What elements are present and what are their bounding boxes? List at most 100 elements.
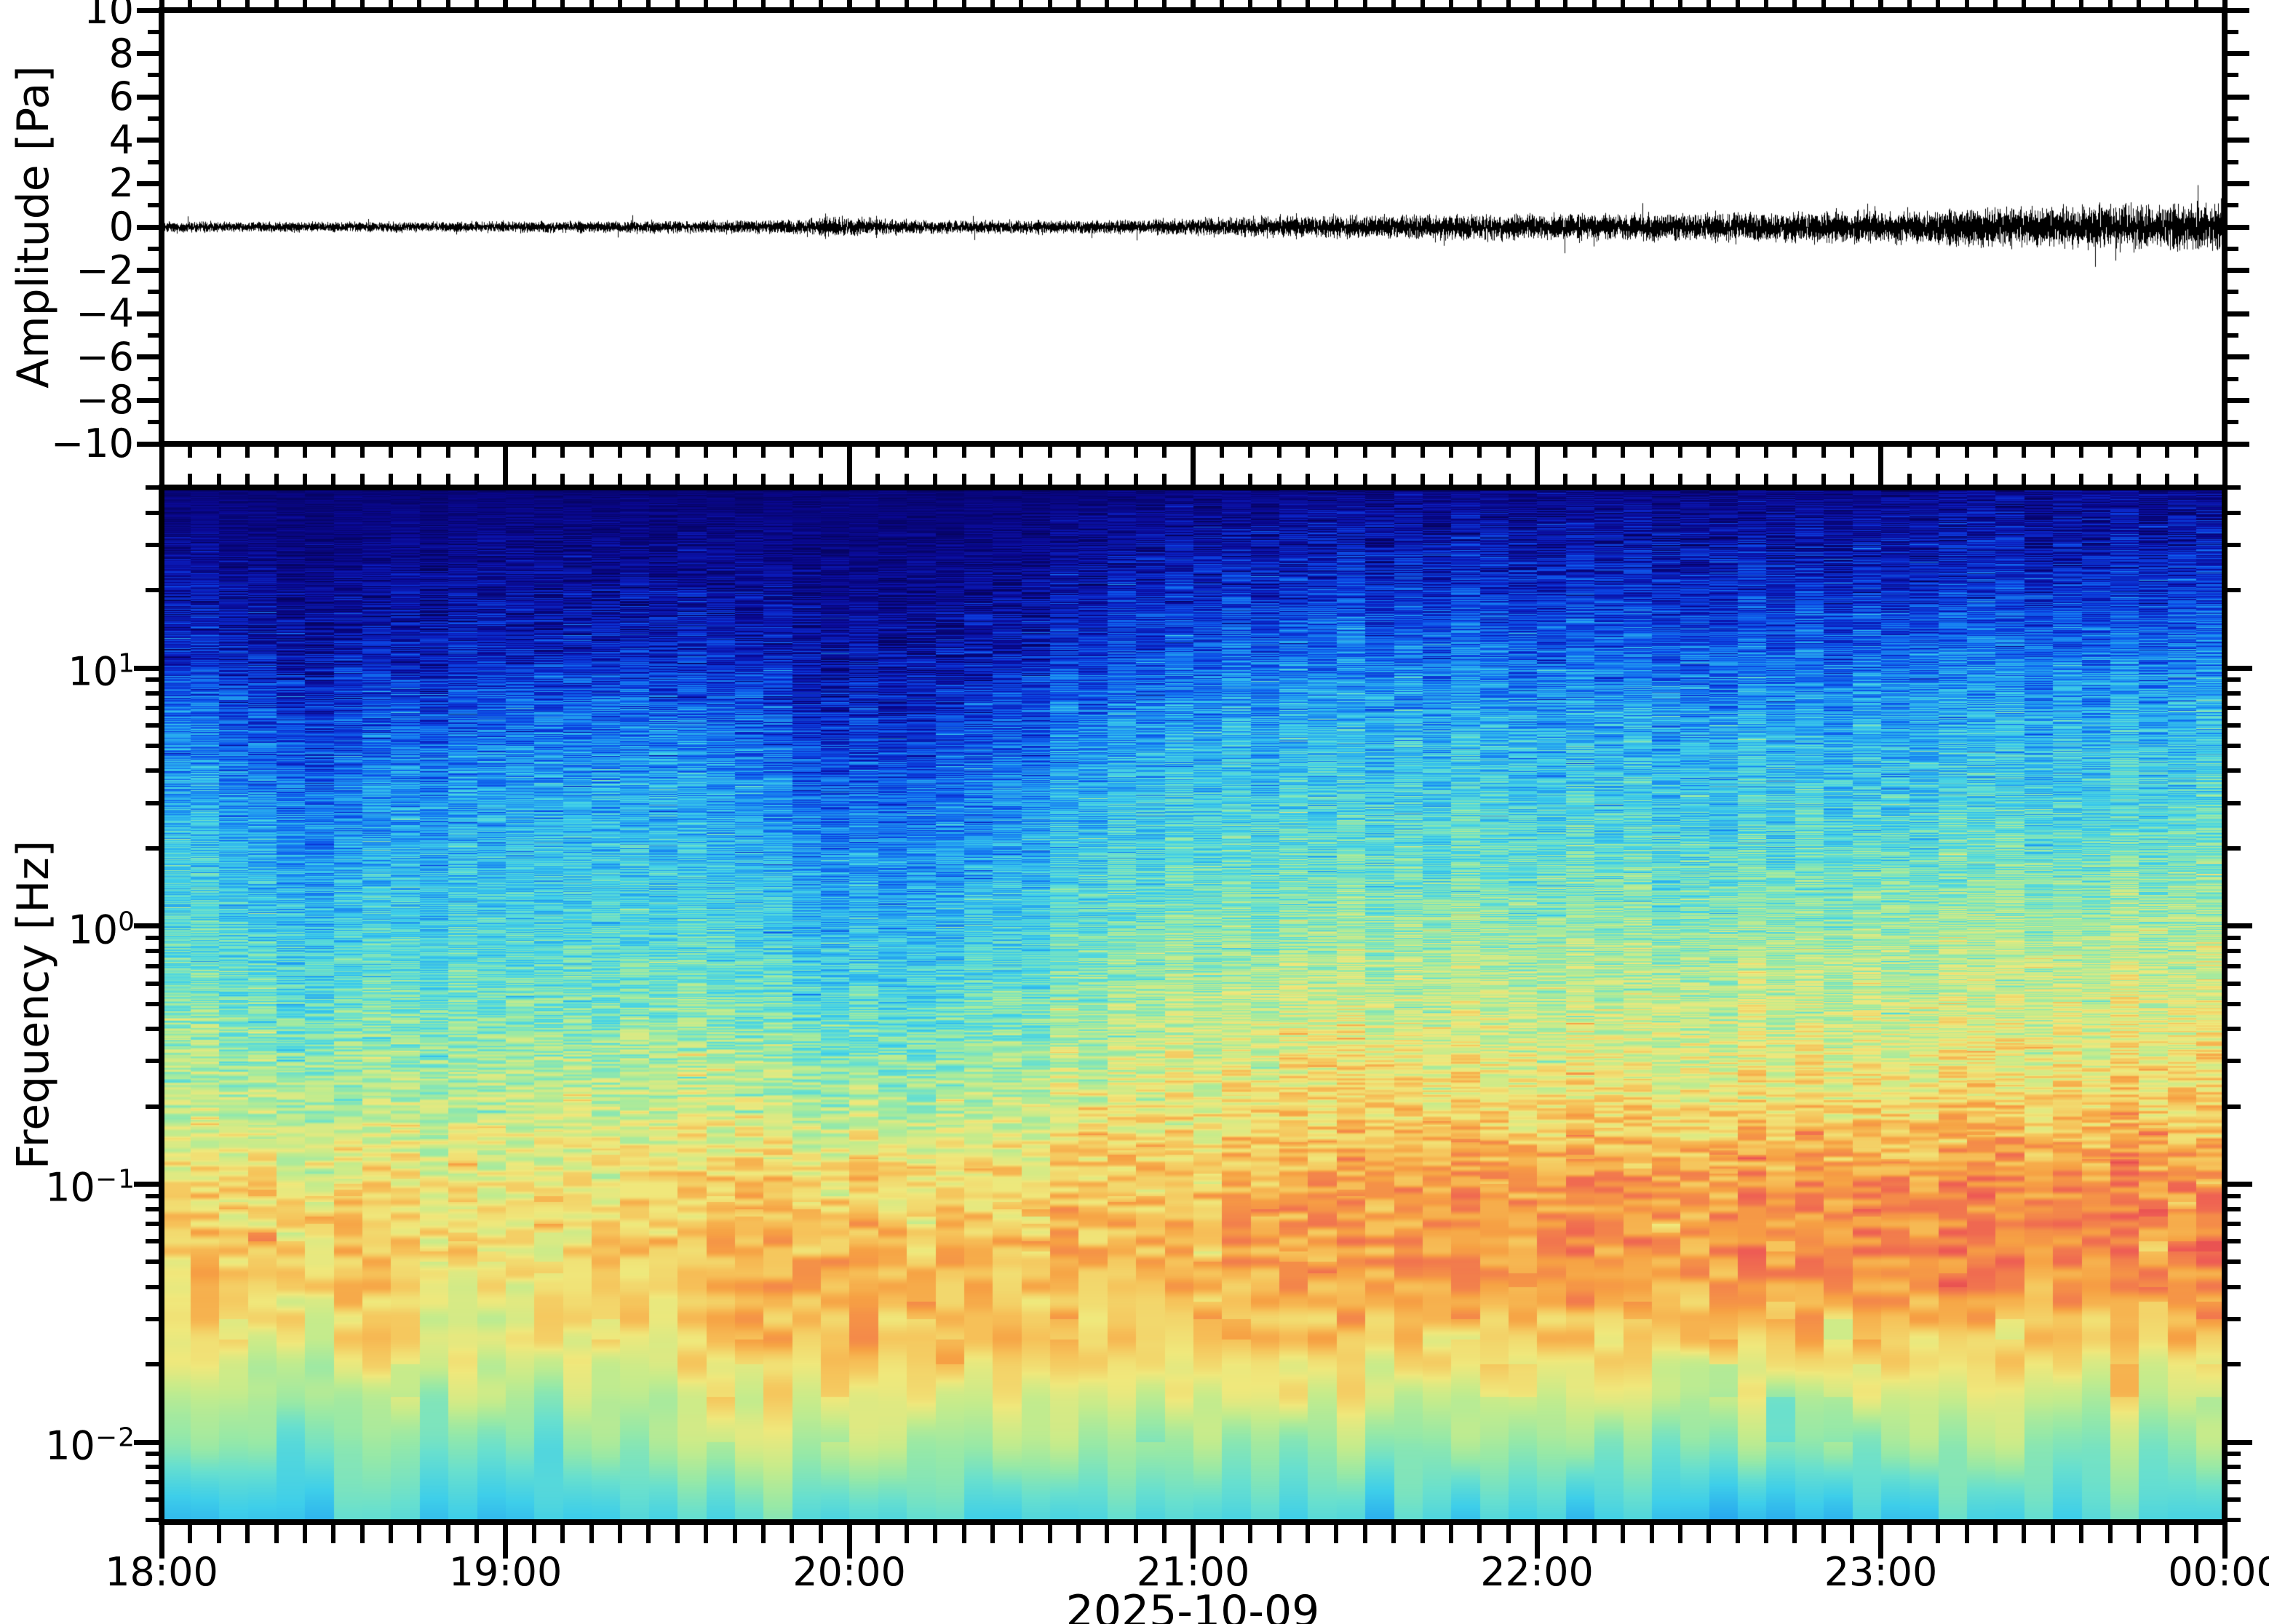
tick-mark	[1792, 447, 1797, 458]
tick-mark	[146, 768, 159, 773]
tick-mark	[2107, 0, 2113, 7]
tick-mark	[1047, 1525, 1052, 1543]
tick-mark	[1276, 1525, 1281, 1543]
time-tick-label: 19:00	[448, 1549, 563, 1595]
tick-mark	[1420, 447, 1425, 458]
tick-mark	[790, 0, 795, 7]
tick-mark	[2228, 159, 2238, 164]
tick-mark	[2165, 474, 2170, 485]
tick-mark	[146, 1517, 159, 1522]
amplitude-tick-label: 10	[84, 0, 134, 33]
spectrogram-canvas	[162, 487, 2225, 1522]
tick-mark	[790, 447, 795, 458]
tick-mark	[1993, 447, 1998, 458]
amplitude-tick-label: 8	[108, 30, 134, 76]
tick-mark	[1420, 0, 1425, 7]
tick-mark	[389, 474, 393, 485]
tick-mark	[704, 474, 709, 485]
tick-mark	[2193, 1525, 2198, 1543]
tick-mark	[1477, 1525, 1482, 1543]
tick-mark	[1191, 463, 1196, 485]
tick-mark	[818, 1525, 823, 1543]
tick-mark	[2228, 1259, 2241, 1265]
tick-mark	[1248, 474, 1253, 485]
tick-mark	[1706, 1525, 1712, 1543]
tick-mark	[2079, 0, 2084, 7]
tick-mark	[2228, 543, 2241, 548]
tick-mark	[2079, 474, 2084, 485]
tick-mark	[1735, 1525, 1740, 1543]
tick-mark	[1993, 0, 1998, 7]
tick-mark	[146, 1480, 159, 1484]
tick-mark	[2193, 447, 2198, 458]
tick-mark	[245, 447, 250, 458]
tick-mark	[1677, 0, 1682, 7]
tick-mark	[146, 1362, 159, 1367]
tick-mark	[1534, 447, 1540, 469]
time-tick-label: 21:00	[1136, 1549, 1250, 1595]
tick-mark	[148, 159, 159, 164]
tick-mark	[274, 1525, 279, 1543]
tick-mark	[359, 1525, 365, 1543]
tick-mark	[1677, 1525, 1682, 1543]
tick-mark	[134, 665, 159, 671]
tick-mark	[146, 949, 159, 954]
tick-mark	[146, 1259, 159, 1265]
tick-mark	[2228, 1239, 2241, 1244]
tick-mark	[875, 447, 881, 458]
tick-mark	[2228, 29, 2238, 34]
tick-mark	[1276, 474, 1281, 485]
tick-mark	[2228, 1439, 2252, 1445]
tick-mark	[1821, 447, 1826, 458]
tick-mark	[1534, 1525, 1540, 1559]
tick-mark	[148, 333, 159, 338]
tick-mark	[1477, 0, 1482, 7]
tick-mark	[2222, 1525, 2228, 1559]
date-label: 2025-10-09	[1065, 1586, 1320, 1624]
tick-mark	[146, 1059, 159, 1064]
tick-mark	[2228, 1284, 2241, 1289]
tick-mark	[531, 447, 536, 458]
tick-mark	[331, 1525, 336, 1543]
tick-mark	[389, 0, 393, 7]
amplitude-tick-label: −8	[76, 377, 134, 423]
tick-mark	[417, 1525, 422, 1543]
tick-mark	[1792, 1525, 1797, 1543]
tick-mark	[818, 0, 823, 7]
tick-mark	[1306, 474, 1310, 485]
tick-mark	[760, 1525, 766, 1543]
tick-mark	[134, 923, 159, 929]
tick-mark	[159, 0, 164, 7]
tick-mark	[417, 447, 422, 458]
tick-mark	[146, 1104, 159, 1109]
tick-mark	[2228, 677, 2241, 682]
tick-mark	[2228, 1222, 2241, 1227]
tick-mark	[1764, 447, 1768, 458]
tick-mark	[2228, 723, 2241, 728]
tick-mark	[2228, 1497, 2241, 1502]
tick-mark	[245, 474, 250, 485]
tick-mark	[389, 1525, 393, 1543]
tick-mark	[2107, 1525, 2113, 1543]
tick-mark	[216, 474, 221, 485]
tick-mark	[1563, 447, 1568, 458]
tick-mark	[2165, 447, 2170, 458]
frequency-tick-label: 100	[68, 907, 135, 953]
tick-mark	[1964, 447, 1969, 458]
tick-mark	[704, 0, 709, 7]
tick-mark	[1477, 474, 1482, 485]
tick-mark	[933, 474, 938, 485]
tick-mark	[760, 447, 766, 458]
tick-mark	[445, 1525, 450, 1543]
tick-mark	[302, 447, 307, 458]
tick-mark	[1047, 0, 1052, 7]
tick-mark	[846, 1525, 852, 1559]
tick-mark	[137, 7, 159, 13]
tick-mark	[2228, 1517, 2241, 1522]
tick-mark	[1592, 447, 1597, 458]
tick-mark	[618, 0, 622, 7]
amplitude-tick-label: −10	[51, 421, 134, 466]
tick-mark	[159, 463, 164, 485]
tick-mark	[704, 1525, 709, 1543]
tick-mark	[2228, 588, 2241, 593]
